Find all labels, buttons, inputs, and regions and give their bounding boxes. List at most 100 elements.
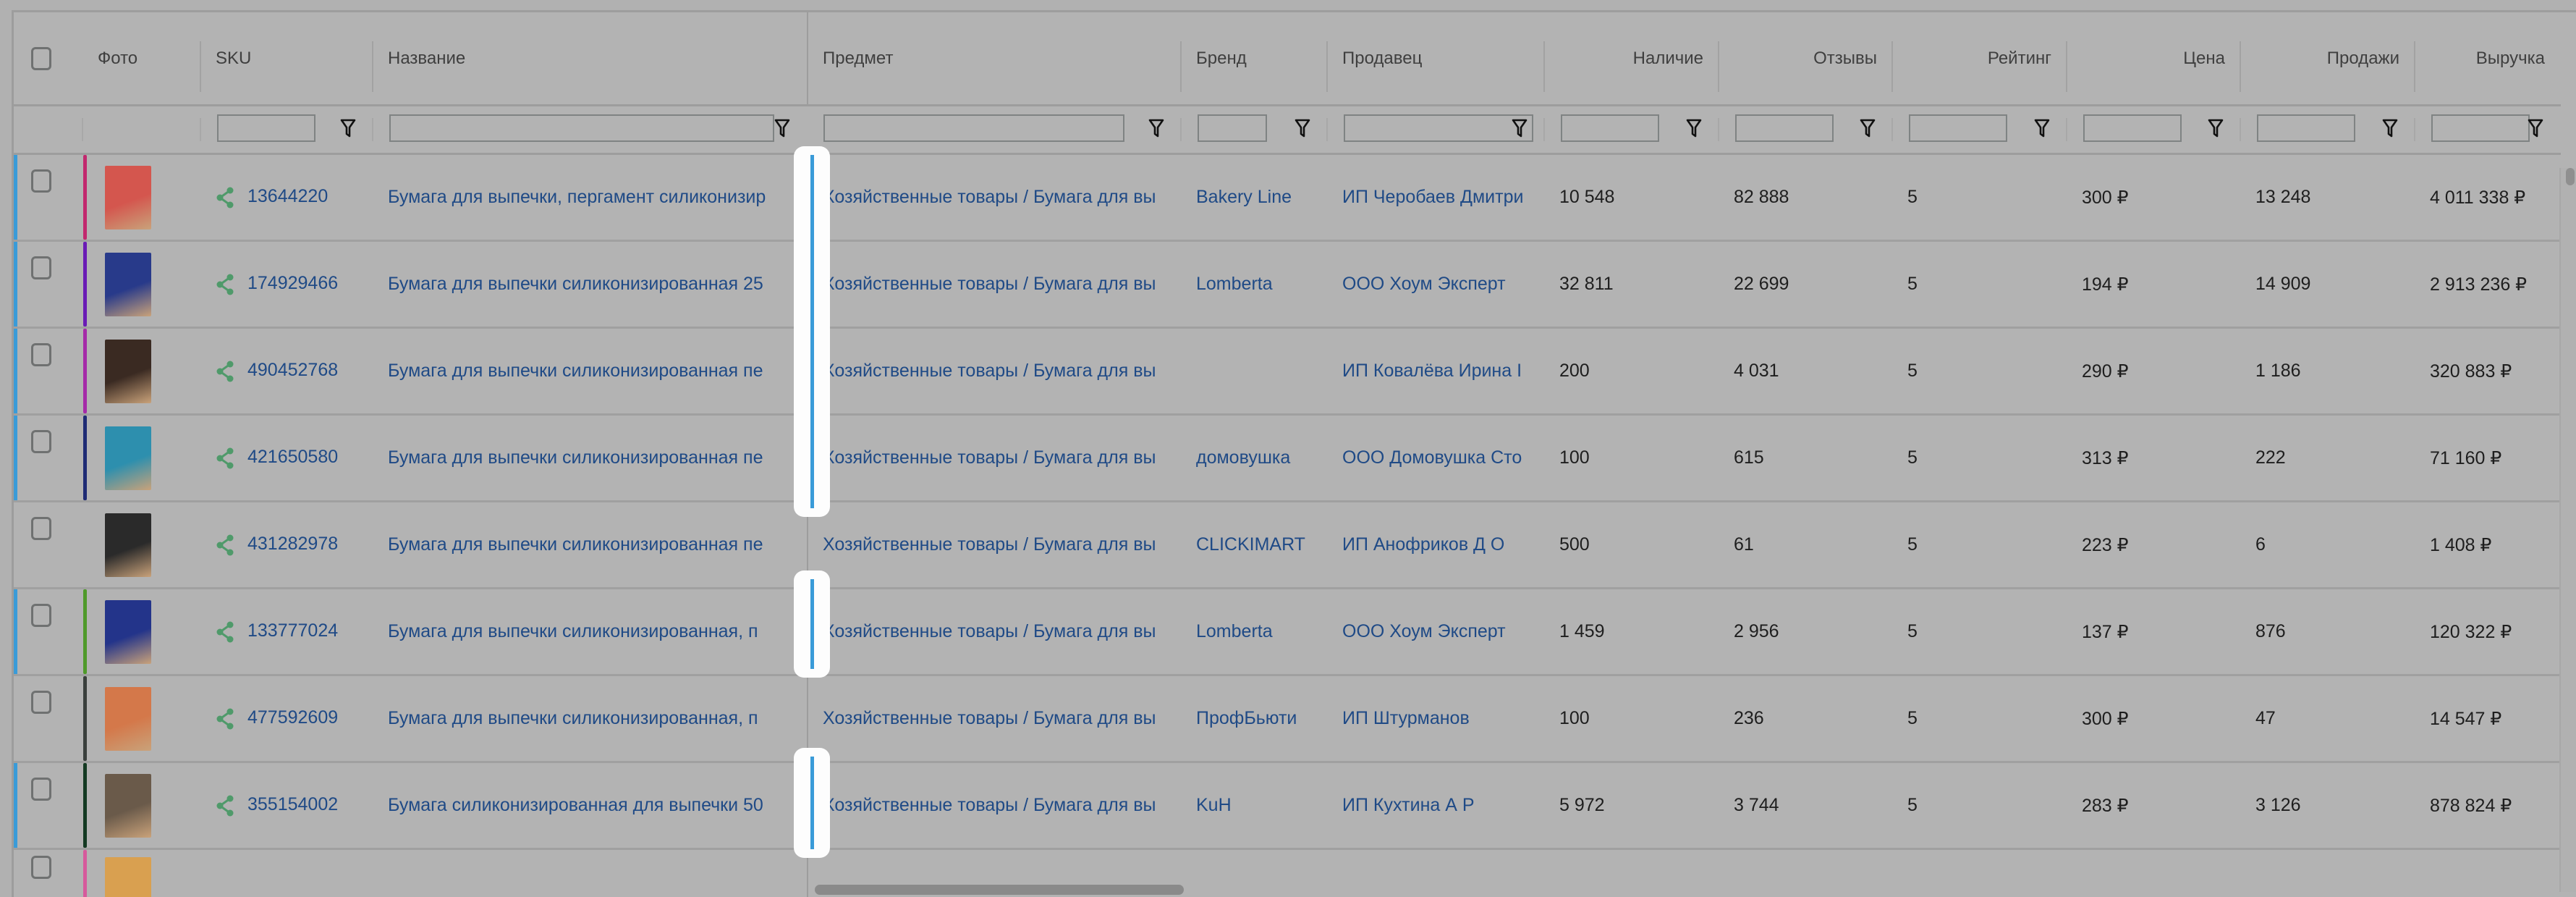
filter-input-sku[interactable] (217, 114, 315, 142)
product-photo[interactable] (105, 166, 151, 229)
cell-name[interactable]: Бумага для выпечки силиконизированная 25 (373, 241, 808, 328)
seller-text[interactable]: ИП Кухтина А Р (1342, 795, 1475, 815)
cell-name[interactable]: Бумага силиконизированная для выпечки 50 (373, 762, 808, 849)
name-text[interactable]: Бумага для выпечки силиконизированная пе (388, 447, 763, 468)
cell-brand[interactable]: ПрофБьюти (1182, 675, 1328, 762)
cell-name[interactable]: Бумага для выпечки силиконизированная пе (373, 502, 808, 589)
sku-text[interactable]: 13644220 (247, 186, 328, 206)
seller-text[interactable]: ИП Ковалёва Ирина I (1342, 361, 1522, 381)
filter-input-reviews[interactable] (1735, 114, 1834, 142)
filter-funnel-icon[interactable] (2382, 118, 2398, 138)
cell-sku[interactable]: 431282978 (201, 502, 373, 589)
sku-text[interactable]: 133777024 (247, 620, 338, 641)
seller-text[interactable]: ИП Анофриков Д О (1342, 534, 1504, 555)
seller-text[interactable]: ИП Штурманов (1342, 708, 1470, 728)
column-header-revenue[interactable]: Выручка (2415, 12, 2561, 106)
cell-name[interactable]: Бумага для выпечки силиконизированная пе (373, 328, 808, 415)
cell-seller[interactable]: ИП Анофриков Д О (1328, 502, 1545, 589)
row-checkbox[interactable] (31, 169, 51, 193)
share-icon[interactable] (216, 447, 234, 469)
cell-subject[interactable]: Хозяйственные товары / Бумага для вы (808, 675, 1182, 762)
table-row[interactable]: 13644220 Бумага для выпечки, пергамент си… (14, 154, 2561, 241)
name-text[interactable]: Бумага для выпечки, пергамент силиконизи… (388, 187, 766, 207)
filter-input-stock[interactable] (1561, 114, 1659, 142)
cell-subject[interactable]: Хозяйственные товары / Бумага для вы (808, 415, 1182, 502)
filter-funnel-icon[interactable] (1860, 118, 1876, 138)
cell-sku[interactable]: 13644220 (201, 154, 373, 241)
column-header-price[interactable]: Цена (2067, 12, 2241, 106)
product-photo[interactable] (105, 687, 151, 751)
cell-seller[interactable]: ООО Хоум Эксперт (1328, 241, 1545, 328)
cell-brand[interactable] (1182, 328, 1328, 415)
cell-sku[interactable]: 355154002 (201, 762, 373, 849)
subject-text[interactable]: Хозяйственные товары / Бумага для вы (823, 795, 1156, 815)
share-icon[interactable] (216, 708, 234, 730)
name-text[interactable]: Бумага для выпечки силиконизированная пе (388, 361, 763, 381)
name-text[interactable]: Бумага для выпечки силиконизированная, п (388, 708, 758, 728)
row-checkbox[interactable] (31, 691, 51, 714)
brand-text[interactable]: домовушка (1196, 447, 1290, 468)
table-row-partial[interactable] (14, 849, 2561, 897)
column-header-seller[interactable]: Продавец (1328, 12, 1545, 106)
column-header-sku[interactable]: SKU (201, 12, 373, 106)
cell-name[interactable]: Бумага для выпечки силиконизированная, п (373, 675, 808, 762)
sku-text[interactable]: 174929466 (247, 273, 338, 293)
filter-input-brand[interactable] (1198, 114, 1267, 142)
column-header-sales[interactable]: Продажи (2241, 12, 2415, 106)
cell-sku[interactable]: 490452768 (201, 328, 373, 415)
seller-text[interactable]: ООО Хоум Эксперт (1342, 621, 1506, 641)
cell-seller[interactable]: ИП Кухтина А Р (1328, 762, 1545, 849)
brand-text[interactable]: Lomberta (1196, 621, 1273, 641)
filter-input-rating[interactable] (1909, 114, 2007, 142)
brand-text[interactable]: ПрофБьюти (1196, 708, 1297, 728)
cell-brand[interactable]: Bakery Line (1182, 154, 1328, 241)
cell-name[interactable]: Бумага для выпечки силиконизированная, п (373, 589, 808, 675)
column-header-reviews[interactable]: Отзывы (1719, 12, 1893, 106)
table-row[interactable]: 174929466 Бумага для выпечки силиконизиро… (14, 241, 2561, 328)
filter-input-sales[interactable] (2257, 114, 2355, 142)
filter-funnel-icon[interactable] (2208, 118, 2224, 138)
row-checkbox[interactable] (31, 604, 51, 627)
cell-name[interactable]: Бумага для выпечки, пергамент силиконизи… (373, 154, 808, 241)
filter-funnel-icon[interactable] (340, 118, 356, 138)
product-photo[interactable] (105, 857, 151, 897)
cell-subject[interactable]: Хозяйственные товары / Бумага для вы (808, 154, 1182, 241)
seller-text[interactable]: ИП Черобаев Дмитри (1342, 187, 1523, 207)
cell-seller[interactable]: ИП Штурманов (1328, 675, 1545, 762)
name-text[interactable]: Бумага для выпечки силиконизированная 25 (388, 274, 763, 294)
cell-brand[interactable]: CLICKIMART (1182, 502, 1328, 589)
table-row[interactable]: 490452768 Бумага для выпечки силиконизиро… (14, 328, 2561, 415)
seller-text[interactable]: ООО Домовушка Сто (1342, 447, 1522, 468)
name-text[interactable]: Бумага для выпечки силиконизированная, п (388, 621, 758, 641)
filter-funnel-icon[interactable] (1148, 118, 1164, 138)
share-icon[interactable] (216, 534, 234, 556)
subject-text[interactable]: Хозяйственные товары / Бумага для вы (823, 274, 1156, 294)
filter-input-price[interactable] (2083, 114, 2182, 142)
subject-text[interactable]: Хозяйственные товары / Бумага для вы (823, 447, 1156, 468)
product-photo[interactable] (105, 340, 151, 403)
cell-brand[interactable]: KuH (1182, 762, 1328, 849)
filter-funnel-icon[interactable] (1295, 118, 1310, 138)
table-row[interactable]: 355154002 Бумага силиконизированная для в… (14, 762, 2561, 849)
product-photo[interactable] (105, 426, 151, 490)
select-all-checkbox[interactable] (31, 47, 51, 70)
column-header-subject[interactable]: Предмет (808, 12, 1182, 106)
row-checkbox[interactable] (31, 256, 51, 279)
filter-funnel-icon[interactable] (2528, 118, 2543, 138)
column-header-rating[interactable]: Рейтинг (1893, 12, 2067, 106)
cell-brand[interactable]: Lomberta (1182, 589, 1328, 675)
sku-text[interactable]: 421650580 (247, 447, 338, 467)
share-icon[interactable] (216, 187, 234, 209)
filter-funnel-icon[interactable] (2034, 118, 2050, 138)
vertical-scrollbar[interactable] (2559, 168, 2576, 892)
row-checkbox[interactable] (31, 343, 51, 366)
cell-brand[interactable]: домовушка (1182, 415, 1328, 502)
name-text[interactable]: Бумага силиконизированная для выпечки 50 (388, 795, 763, 815)
product-photo[interactable] (105, 253, 151, 316)
subject-text[interactable]: Хозяйственные товары / Бумага для вы (823, 361, 1156, 381)
filter-input-subject[interactable] (823, 114, 1124, 142)
row-checkbox[interactable] (31, 430, 51, 453)
cell-subject[interactable]: Хозяйственные товары / Бумага для вы (808, 589, 1182, 675)
name-text[interactable]: Бумага для выпечки силиконизированная пе (388, 534, 763, 555)
sku-text[interactable]: 490452768 (247, 360, 338, 380)
